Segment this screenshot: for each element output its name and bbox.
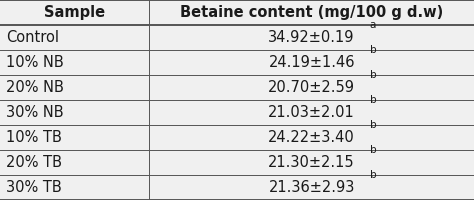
Text: 20% TB: 20% TB (6, 155, 62, 170)
Text: 21.03±2.01: 21.03±2.01 (268, 105, 355, 120)
Text: b: b (370, 170, 376, 180)
Text: 10% TB: 10% TB (6, 130, 62, 145)
Text: 30% TB: 30% TB (6, 180, 62, 195)
Text: 30% NB: 30% NB (6, 105, 64, 120)
Text: b: b (370, 120, 377, 130)
Text: b: b (370, 95, 377, 105)
Text: 21.30±2.15: 21.30±2.15 (268, 155, 355, 170)
Text: Sample: Sample (44, 5, 105, 20)
Text: Betaine content (mg/100 g d.w): Betaine content (mg/100 g d.w) (180, 5, 443, 20)
Text: 24.22±3.40: 24.22±3.40 (268, 130, 355, 145)
Text: 10% NB: 10% NB (6, 55, 64, 70)
Text: 20.70±2.59: 20.70±2.59 (268, 80, 355, 95)
Text: 34.92±0.19: 34.92±0.19 (268, 30, 355, 45)
Text: Control: Control (6, 30, 59, 45)
Text: 24.19±1.46: 24.19±1.46 (268, 55, 355, 70)
Text: b: b (370, 70, 377, 80)
Text: b: b (370, 145, 376, 155)
Text: 21.36±2.93: 21.36±2.93 (268, 180, 355, 195)
Text: a: a (370, 20, 376, 30)
Text: b: b (370, 45, 376, 55)
Text: 20% NB: 20% NB (6, 80, 64, 95)
